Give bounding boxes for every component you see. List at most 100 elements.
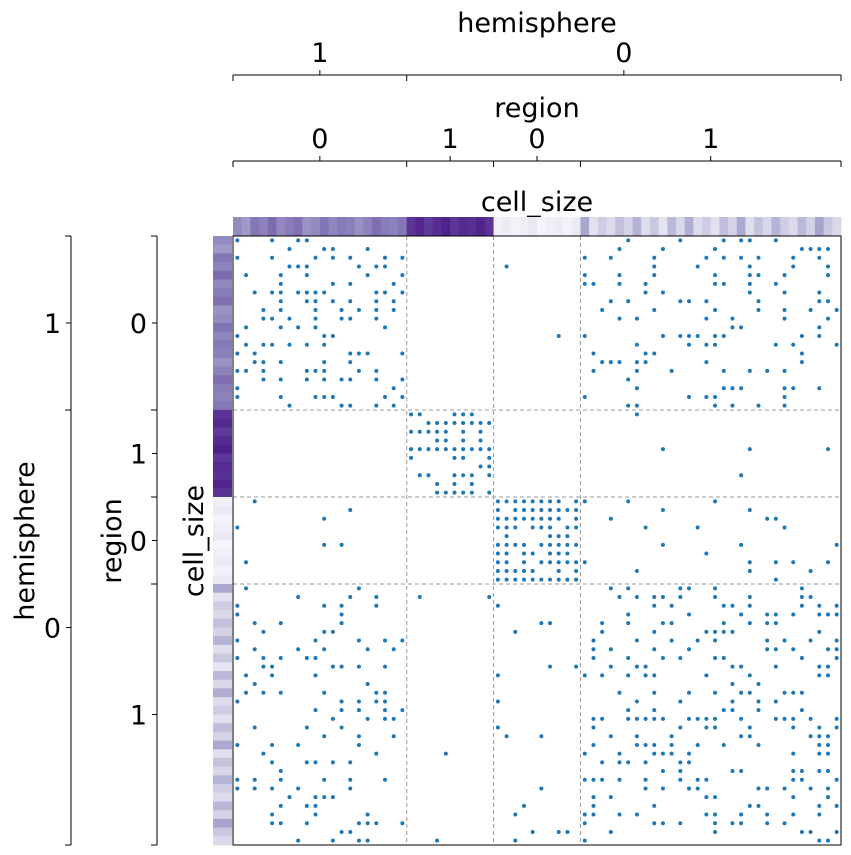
top-colorbar-cell bbox=[710, 217, 720, 236]
edge-marker bbox=[678, 725, 683, 730]
edge-marker bbox=[313, 307, 318, 312]
edge-marker bbox=[721, 742, 726, 747]
edge-marker bbox=[678, 769, 683, 774]
edge-marker bbox=[513, 542, 518, 547]
edge-marker bbox=[765, 638, 770, 643]
edge-marker bbox=[834, 716, 839, 721]
left-colorbar-cell bbox=[213, 810, 232, 820]
left-colorbar-cell bbox=[213, 566, 232, 576]
edge-marker bbox=[478, 429, 483, 434]
edge-marker bbox=[634, 342, 639, 347]
edge-marker bbox=[643, 281, 648, 286]
edge-marker bbox=[235, 612, 240, 617]
edge-marker bbox=[304, 760, 309, 765]
edge-marker bbox=[235, 238, 240, 243]
edge-marker bbox=[374, 699, 379, 704]
top-colorbar-cell bbox=[623, 217, 634, 236]
edge-marker bbox=[287, 316, 292, 321]
edge-marker bbox=[417, 447, 422, 452]
edge-marker bbox=[687, 786, 691, 791]
edge-marker bbox=[252, 621, 257, 626]
edge-marker bbox=[617, 316, 622, 321]
edge-marker bbox=[235, 603, 240, 608]
left-colorbar-cell bbox=[213, 296, 232, 307]
left-colorbar-cell bbox=[213, 262, 232, 272]
edge-marker bbox=[270, 290, 275, 295]
edge-marker bbox=[530, 551, 535, 556]
top-colorbar-cell bbox=[702, 217, 712, 236]
edge-marker bbox=[643, 777, 648, 782]
edge-marker bbox=[756, 803, 761, 808]
edge-marker bbox=[556, 508, 561, 513]
edge-marker bbox=[478, 447, 483, 452]
edge-marker bbox=[765, 368, 770, 373]
edge-marker bbox=[244, 673, 249, 678]
edge-marker bbox=[330, 247, 335, 252]
edge-marker bbox=[252, 290, 257, 295]
top-colorbar-cell bbox=[632, 217, 642, 236]
edge-marker bbox=[591, 742, 596, 747]
edge-marker bbox=[574, 664, 579, 669]
top-region-axis: 0 1 0 1 bbox=[232, 124, 842, 167]
edge-marker bbox=[400, 290, 405, 295]
edge-marker bbox=[278, 777, 283, 782]
edge-marker bbox=[383, 716, 387, 721]
left-colorbar-cell bbox=[213, 601, 232, 611]
edge-marker bbox=[409, 455, 414, 460]
edge-marker bbox=[747, 595, 752, 600]
edge-marker bbox=[817, 742, 822, 747]
edge-marker bbox=[539, 621, 544, 626]
edge-marker bbox=[704, 777, 709, 782]
edge-marker bbox=[435, 490, 440, 495]
edge-marker bbox=[235, 699, 240, 704]
edge-marker bbox=[617, 690, 622, 695]
edge-marker bbox=[747, 734, 752, 739]
edge-marker bbox=[487, 464, 492, 469]
edge-marker bbox=[383, 708, 387, 713]
edge-marker bbox=[426, 447, 431, 452]
left-colorbar-cell bbox=[213, 557, 232, 568]
edge-marker bbox=[652, 716, 657, 721]
edge-marker bbox=[634, 742, 639, 747]
edge-marker bbox=[574, 577, 579, 582]
edge-marker bbox=[495, 673, 500, 678]
edge-marker bbox=[721, 255, 726, 260]
edge-marker bbox=[600, 360, 605, 365]
left-colorbar-cell bbox=[213, 653, 232, 663]
left-region-axis: 0 1 0 1 bbox=[130, 235, 158, 846]
edge-marker bbox=[287, 247, 292, 252]
edge-marker bbox=[383, 664, 387, 669]
edge-marker bbox=[348, 377, 353, 382]
edge-marker bbox=[461, 421, 466, 426]
edge-marker bbox=[713, 690, 718, 695]
edge-marker bbox=[348, 299, 353, 304]
edge-marker bbox=[278, 803, 283, 808]
edge-marker bbox=[747, 603, 752, 608]
edge-marker bbox=[548, 560, 553, 565]
edge-marker bbox=[660, 334, 665, 339]
edge-marker bbox=[504, 534, 509, 539]
edge-marker bbox=[304, 273, 309, 278]
matrix-frame bbox=[232, 235, 842, 846]
edge-marker bbox=[452, 421, 457, 426]
edge-marker bbox=[495, 577, 500, 582]
top-colorbar-cell bbox=[589, 217, 599, 236]
left-colorbar-cell bbox=[213, 349, 232, 359]
left-colorbar-cell bbox=[213, 740, 232, 750]
edge-marker bbox=[539, 577, 544, 582]
edge-marker bbox=[695, 264, 700, 269]
edge-marker bbox=[808, 638, 813, 643]
edge-marker bbox=[695, 334, 700, 339]
edge-marker bbox=[791, 264, 796, 269]
edge-marker bbox=[261, 360, 266, 365]
left-region-tick-label: 0 bbox=[130, 309, 147, 340]
top-colorbar-cell bbox=[441, 217, 451, 236]
edge-marker bbox=[313, 299, 318, 304]
edge-marker bbox=[669, 603, 674, 608]
left-colorbar-cell bbox=[213, 244, 232, 254]
edge-marker bbox=[330, 838, 335, 843]
edge-marker bbox=[261, 377, 266, 382]
edge-marker bbox=[435, 481, 440, 486]
edge-marker bbox=[348, 760, 353, 765]
edge-marker bbox=[304, 803, 309, 808]
